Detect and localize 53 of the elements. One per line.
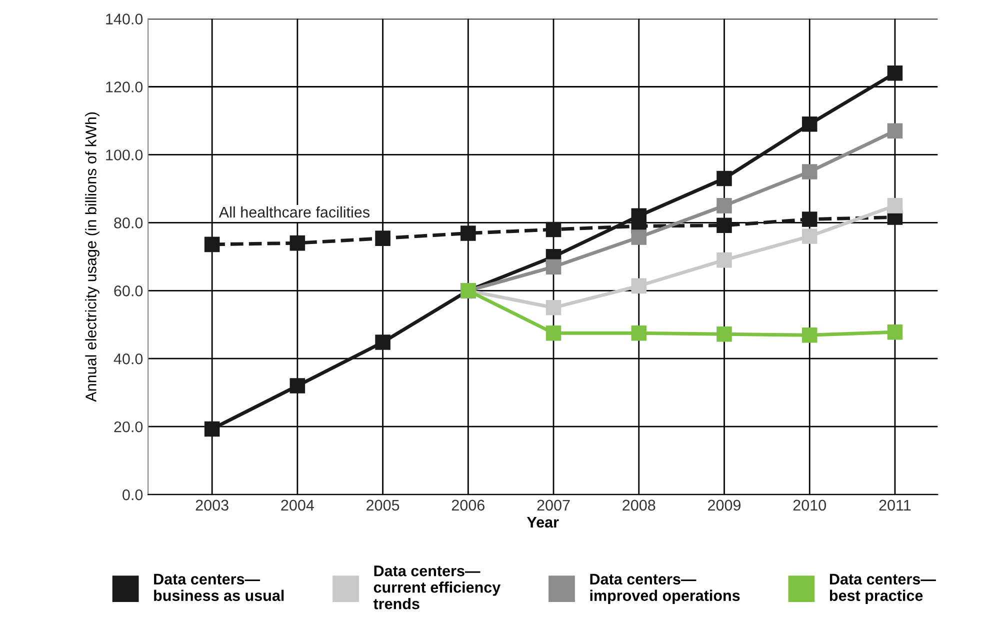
point [887, 198, 903, 214]
point [887, 66, 903, 81]
point [375, 230, 390, 246]
legend-label: Data centers— current efficiency trends [373, 566, 501, 610]
point [546, 325, 562, 341]
point [887, 123, 903, 139]
y-tick-label: 100.0 [106, 150, 143, 160]
point [204, 421, 220, 437]
point [375, 334, 390, 350]
point [802, 116, 818, 132]
x-tick-label: 2006 [452, 500, 484, 511]
point [802, 228, 818, 244]
y-tick-label: 80.0 [114, 218, 143, 228]
point [631, 230, 647, 245]
x-tick-label: 2011 [879, 500, 911, 511]
x-tick-label: 2008 [622, 500, 656, 511]
legend-label: Data centers— best practice [830, 574, 936, 604]
series-label: All healthcare facilities [218, 206, 370, 218]
legend-label: Data centers— improved operations [590, 574, 740, 604]
point [204, 236, 220, 252]
legend-label: Data centers— business as usual [154, 574, 284, 601]
point [716, 198, 732, 214]
x-tick-label: 2009 [708, 500, 741, 511]
point [290, 378, 306, 394]
point [716, 252, 732, 268]
point [802, 212, 818, 227]
point [546, 259, 562, 274]
y-tick-label: 40.0 [114, 353, 143, 364]
y-tick-label: 120.0 [106, 82, 143, 92]
point [631, 278, 647, 294]
x-axis-title: Year [526, 516, 559, 528]
x-tick-label: 2005 [366, 500, 400, 511]
x-tick-label: 2003 [196, 500, 228, 511]
point [631, 325, 647, 341]
point [716, 218, 732, 234]
y-tick-label: 140.0 [106, 14, 143, 24]
point [802, 164, 818, 180]
y-tick-label: 60.0 [114, 286, 143, 296]
point [716, 326, 732, 342]
y-axis-title: Annual electricity usage (in billions of kWh) [85, 112, 100, 402]
y-tick-label: 20.0 [114, 421, 143, 432]
point [887, 324, 903, 340]
point [716, 170, 732, 186]
point [802, 328, 818, 343]
point [290, 235, 306, 251]
y-tick-label: 0.0 [122, 489, 143, 500]
point [546, 222, 562, 238]
x-tick-label: 2010 [793, 500, 826, 511]
point [546, 300, 562, 316]
x-tick-label: 2007 [537, 500, 570, 511]
point [631, 208, 647, 224]
x-tick-label: 2004 [281, 500, 314, 511]
point [460, 226, 476, 241]
